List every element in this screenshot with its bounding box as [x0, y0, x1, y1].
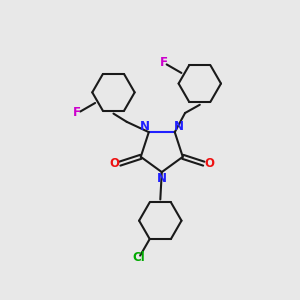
Text: N: N	[157, 172, 167, 185]
Text: N: N	[174, 120, 184, 134]
Text: O: O	[204, 157, 214, 170]
Text: Cl: Cl	[132, 250, 145, 264]
Text: F: F	[160, 56, 168, 69]
Text: F: F	[74, 106, 81, 119]
Text: O: O	[110, 157, 119, 170]
Text: N: N	[140, 120, 150, 134]
